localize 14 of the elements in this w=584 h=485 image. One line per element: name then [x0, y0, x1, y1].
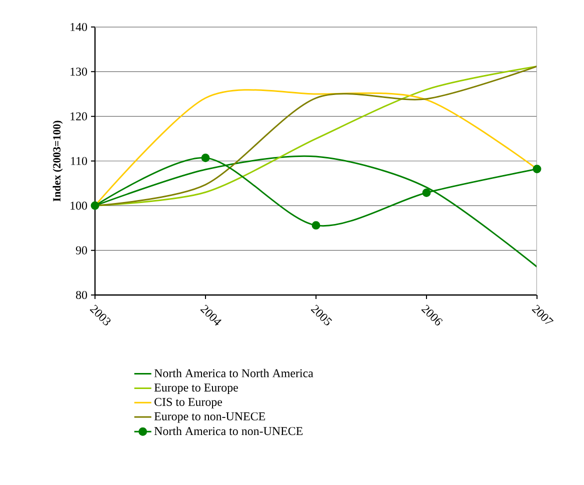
y-tick-label: 110	[71, 156, 88, 166]
y-tick-label: 140	[70, 22, 88, 32]
legend-label: North America to non-UNECE	[154, 426, 303, 436]
legend-label: CIS to Europe	[154, 398, 222, 408]
y-tick-label: 80	[76, 290, 88, 300]
legend-label: North America to North America	[154, 368, 314, 378]
legend-label: Europe to Europe	[154, 384, 238, 394]
y-tick-label: 90	[76, 246, 88, 254]
y-tick-label: 120	[70, 112, 88, 120]
x-tick-label: 2007	[532, 304, 554, 324]
y-tick-label: 130	[70, 68, 88, 76]
legend-label: Europe to non-UNECE	[154, 412, 266, 423]
y-tick-label: 100	[70, 202, 88, 210]
y-axis-title: Index (2003=100)	[52, 120, 63, 202]
